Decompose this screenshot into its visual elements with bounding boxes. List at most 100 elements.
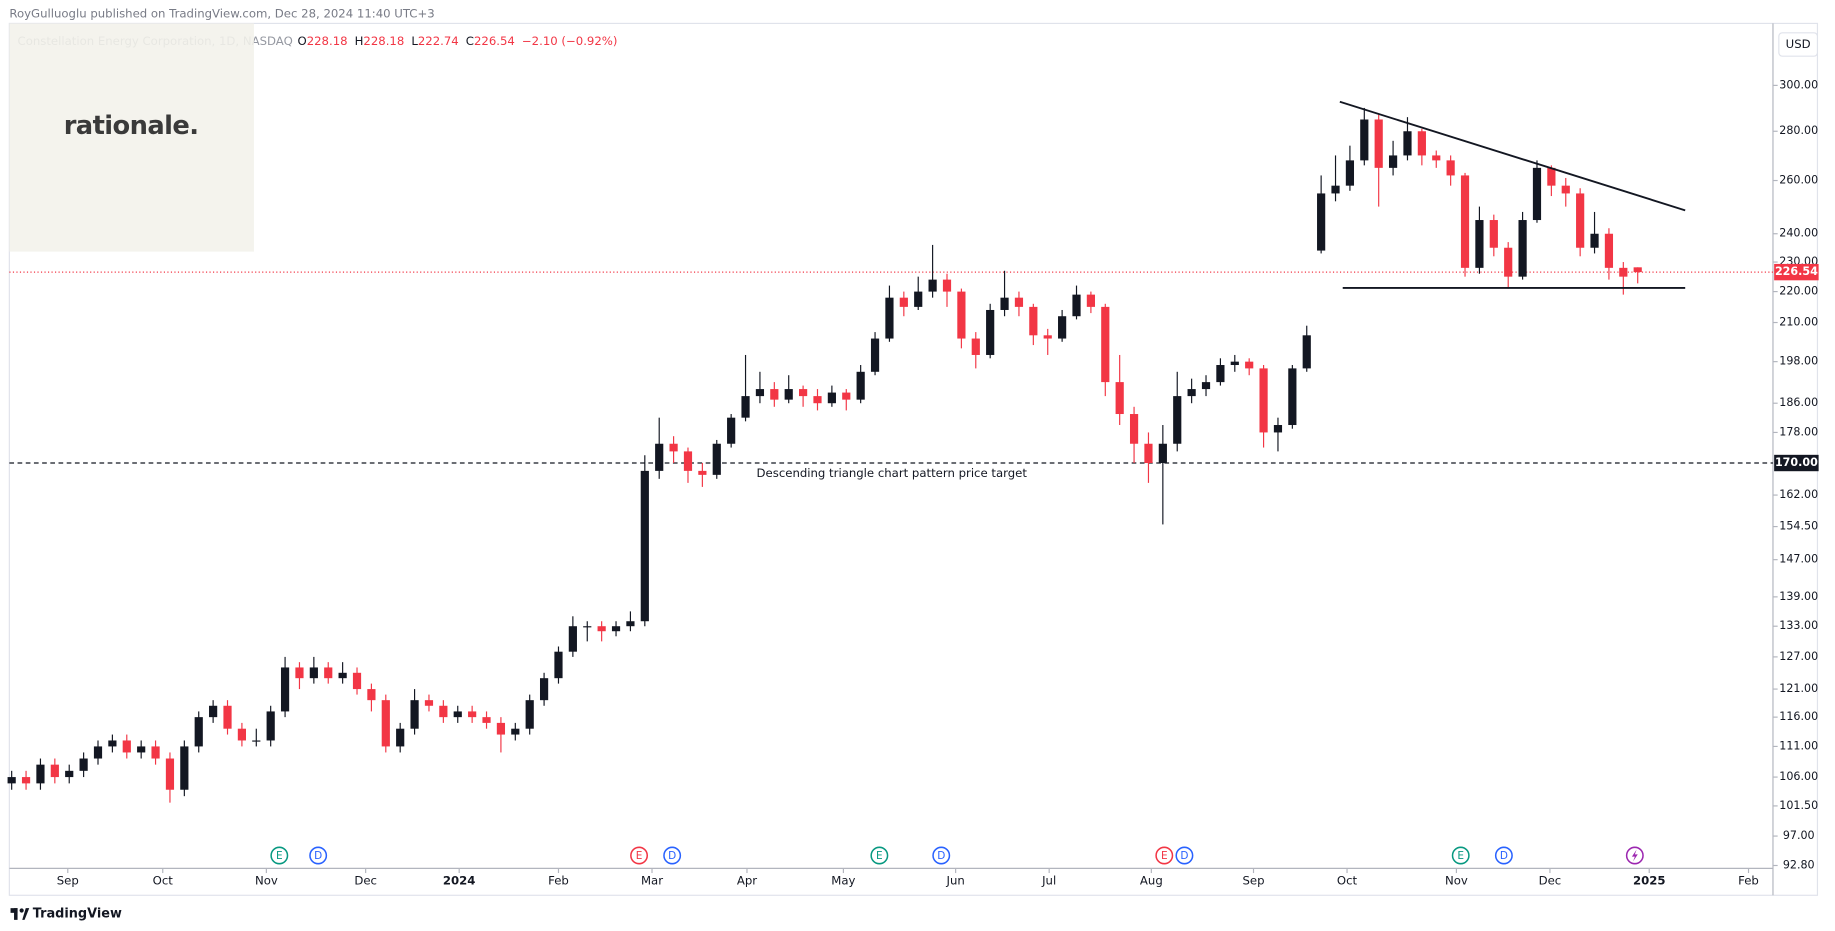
event-label: D <box>314 850 322 862</box>
candle-body <box>626 621 635 627</box>
candle-body <box>1029 306 1038 336</box>
candle-body <box>655 443 664 471</box>
candle-body <box>439 705 448 718</box>
candle-body <box>396 728 405 747</box>
candle-body <box>496 722 506 735</box>
candle-body <box>180 746 189 790</box>
y-tick-label: 210.00 <box>1779 316 1818 329</box>
candle-body <box>1115 382 1124 415</box>
candle-body <box>309 667 318 679</box>
trendline <box>1339 100 1686 212</box>
x-tick-label: Sep <box>1242 874 1264 888</box>
target-text: Descending triangle chart pattern price … <box>757 466 1028 480</box>
candle-body <box>1417 131 1426 156</box>
candle-body <box>1446 160 1455 176</box>
candle-body <box>1288 368 1297 426</box>
candle-body <box>1259 368 1268 433</box>
candle-body <box>237 728 246 741</box>
candle-body <box>93 746 103 759</box>
candle-body <box>784 389 793 400</box>
candle-body <box>870 338 880 372</box>
candle-body <box>712 443 721 475</box>
x-tick-label: 2024 <box>443 874 476 888</box>
event-marker <box>630 846 649 865</box>
logo: rationale. <box>64 111 199 141</box>
ohlc-value: 228.18 <box>363 33 404 47</box>
candle-body <box>1216 365 1225 383</box>
candle-body <box>1576 193 1585 248</box>
ohlc-value: 226.54 <box>474 33 515 47</box>
last-price-label: 226.54 <box>1775 265 1818 278</box>
candle-body <box>971 338 980 355</box>
candle-body <box>899 297 908 307</box>
y-tick-label: 162.00 <box>1779 488 1818 501</box>
candle-body <box>1058 316 1067 339</box>
currency-button[interactable] <box>1778 32 1819 57</box>
event-label: D <box>937 850 945 862</box>
candle-body <box>50 764 59 778</box>
candle-body <box>424 700 434 706</box>
y-tick-label: 186.00 <box>1779 396 1818 409</box>
candle-body <box>1000 297 1009 310</box>
candle-body <box>1230 361 1239 366</box>
x-tick-label: 2025 <box>1633 874 1666 888</box>
y-tick-label: 127.00 <box>1779 650 1818 663</box>
event-marker <box>932 846 951 865</box>
candle-body <box>1388 155 1398 168</box>
candle-body <box>1302 335 1311 369</box>
candle-body <box>151 746 160 759</box>
candle-body <box>597 626 606 632</box>
candle-body <box>252 740 261 742</box>
candle-body <box>1432 155 1441 161</box>
change: −2.10 (−0.92%) <box>522 33 618 47</box>
candle-body <box>1460 175 1470 268</box>
candle-body <box>957 291 966 339</box>
target-price-box <box>1774 454 1819 472</box>
candle-body <box>770 389 779 400</box>
candle-body <box>324 667 333 679</box>
candle-body <box>885 297 894 339</box>
candle-body <box>942 279 952 292</box>
event-label: D <box>1500 850 1508 862</box>
candle-body <box>842 392 851 400</box>
event-marker <box>270 846 289 865</box>
candle-body <box>266 711 275 741</box>
event-label: E <box>1457 850 1464 862</box>
candle-body <box>1129 414 1139 444</box>
candle-body <box>410 700 419 729</box>
candle-body <box>1273 425 1283 433</box>
candle-body <box>1201 382 1211 390</box>
candle-body <box>827 392 836 404</box>
event-label: E <box>1161 850 1168 862</box>
candle-body <box>799 389 808 397</box>
candle-body <box>36 764 45 784</box>
event-label: E <box>636 850 643 862</box>
x-tick-label: Dec <box>354 874 377 888</box>
candle-body <box>482 717 491 723</box>
candle-body <box>856 371 865 400</box>
candle-body <box>525 700 534 729</box>
y-tick-label: 139.00 <box>1779 590 1818 603</box>
x-tick-label: Aug <box>1140 874 1163 888</box>
candle-body <box>1504 247 1513 277</box>
candle-body <box>338 672 347 679</box>
y-tick-label: 240.00 <box>1779 227 1818 240</box>
candle-body <box>1403 131 1412 156</box>
currency[interactable]: USD <box>1786 37 1811 51</box>
event-label: E <box>276 850 283 862</box>
event-marker <box>870 846 889 865</box>
candle-body <box>209 705 218 718</box>
candle-body <box>698 470 707 475</box>
event-label: D <box>1180 850 1188 862</box>
candle-body <box>79 758 88 771</box>
candle-body <box>1547 167 1556 186</box>
x-tick-label: Nov <box>1445 874 1468 888</box>
y-tick-label: 154.50 <box>1779 520 1818 533</box>
candle-body <box>914 291 923 307</box>
candle-body <box>554 651 563 679</box>
candle-body <box>1101 306 1110 383</box>
publisher: RoyGulluoglu published on TradingView.co… <box>9 7 434 21</box>
event-label: E <box>876 850 883 862</box>
ohlc-key: L <box>411 33 418 47</box>
event-marker <box>1175 846 1194 865</box>
